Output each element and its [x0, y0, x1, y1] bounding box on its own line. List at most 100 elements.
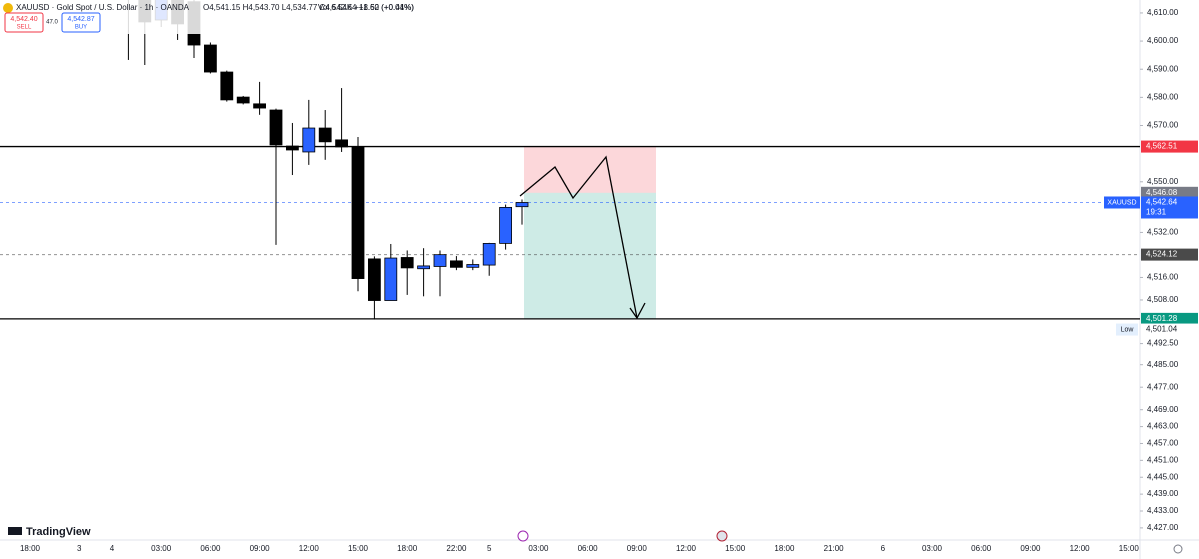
y-tick-label: 4,508.00 [1147, 295, 1179, 304]
x-tick-label: 03:00 [528, 544, 549, 553]
candle-body [285, 145, 299, 151]
price-label-bg [1141, 140, 1198, 153]
arrow-head [629, 302, 646, 320]
settings-icon[interactable] [1173, 544, 1183, 554]
x-tick-label: 21:00 [824, 544, 845, 553]
price-label-bg [1141, 312, 1198, 325]
low-tag-bg [1116, 323, 1138, 336]
candle-body [335, 139, 349, 148]
x-tick-label: 3 [77, 544, 82, 553]
symbol-tag-bg [1104, 196, 1140, 209]
x-tick-label: 18:00 [774, 544, 795, 553]
x-tick-label: 06:00 [578, 544, 599, 553]
x-tick-label: 5 [487, 544, 492, 553]
x-tick-label: 4 [110, 544, 115, 553]
price-label: 4,524.12 [1146, 250, 1178, 259]
us-flag-icon[interactable] [716, 530, 728, 542]
candle-body [433, 254, 447, 267]
volume: Vol 6.54K +18.52 (+0.41%) [318, 3, 414, 12]
symbol-title: XAUUSD · Gold Spot / U.S. Dollar · 1h · … [16, 3, 190, 12]
symbol-tag: XAUUSD [1107, 199, 1136, 206]
brand: TradingView [26, 526, 91, 538]
y-tick-label: 4,469.00 [1147, 405, 1179, 414]
candle-body [253, 103, 267, 109]
sell-button[interactable] [4, 12, 44, 33]
x-tick-label: 22:00 [446, 544, 467, 553]
candle-body [466, 264, 480, 268]
price-label: 4,562.51 [1146, 142, 1178, 151]
low-tag: Low [1121, 326, 1135, 333]
candle-body [236, 96, 250, 104]
sell-price[interactable]: 4,542.40 [10, 16, 37, 23]
symbol-icon [3, 3, 13, 13]
x-tick-label: 12:00 [299, 544, 320, 553]
y-tick-label: 4,427.00 [1147, 523, 1179, 532]
x-tick-label: 09:00 [250, 544, 271, 553]
price-label-bg [1141, 248, 1198, 261]
x-tick-label: 18:00 [397, 544, 418, 553]
price-label: 4,501.04 [1146, 325, 1178, 334]
y-tick-label: 4,570.00 [1147, 121, 1179, 130]
y-tick-label: 4,600.00 [1147, 36, 1179, 45]
x-tick-label: 6 [881, 544, 886, 553]
buy-button[interactable] [61, 12, 101, 33]
target-zone [524, 192, 656, 319]
y-tick-label: 4,516.00 [1147, 273, 1179, 282]
x-tick-label: 12:00 [1070, 544, 1091, 553]
stop-zone [524, 146, 656, 193]
candle-body [515, 202, 529, 208]
forecast-arrow [519, 155, 638, 319]
price-label: 4,542.64 [1146, 198, 1178, 207]
brand-logo [8, 527, 22, 535]
candle-body [367, 258, 381, 301]
y-tick-label: 4,445.00 [1147, 472, 1179, 481]
candle-body [449, 260, 463, 268]
sell-label[interactable]: SELL [17, 25, 32, 31]
x-tick-label: 03:00 [151, 544, 172, 553]
price-label: 4,546.08 [1146, 188, 1178, 197]
x-tick-label: 15:00 [1119, 544, 1140, 553]
price-label-bg [1141, 186, 1198, 199]
candle-body [499, 206, 513, 244]
x-tick-label: 18:00 [20, 544, 41, 553]
candle-body [269, 109, 283, 146]
price-label-bg [1141, 196, 1198, 219]
x-tick-label: 15:00 [725, 544, 746, 553]
x-tick-label: 12:00 [676, 544, 697, 553]
y-tick-label: 4,463.00 [1147, 422, 1179, 431]
spread: 47.0 [46, 20, 58, 26]
candle-body [220, 71, 234, 101]
y-tick-label: 4,451.00 [1147, 455, 1179, 464]
buy-label[interactable]: BUY [75, 25, 87, 31]
candle-body [318, 127, 332, 143]
x-tick-label: 09:00 [627, 544, 648, 553]
y-tick-label: 4,477.00 [1147, 382, 1179, 391]
candle-body [384, 257, 398, 301]
y-tick-label: 4,485.00 [1147, 360, 1179, 369]
ohlc-values: O4,541.15 H4,543.70 L4,534.77 C4,542.64 … [203, 3, 414, 12]
y-tick-label: 4,532.00 [1147, 228, 1179, 237]
candle-body [351, 146, 365, 279]
x-tick-label: 06:00 [971, 544, 992, 553]
y-tick-label: 4,580.00 [1147, 92, 1179, 101]
x-tick-label: 03:00 [922, 544, 943, 553]
candle-body [400, 257, 414, 269]
price-label: 4,501.28 [1146, 314, 1178, 323]
x-tick-label: 09:00 [1020, 544, 1041, 553]
y-tick-label: 4,492.50 [1147, 339, 1179, 348]
y-tick-label: 4,457.00 [1147, 439, 1179, 448]
y-tick-label: 4,439.00 [1147, 489, 1179, 498]
x-tick-label: 06:00 [200, 544, 221, 553]
buy-price[interactable]: 4,542.87 [67, 16, 94, 23]
countdown: 19:31 [1146, 208, 1167, 217]
y-tick-label: 4,433.00 [1147, 506, 1179, 515]
candle-body [302, 127, 316, 153]
y-tick-label: 4,610.00 [1147, 8, 1179, 17]
candle-body [203, 44, 217, 73]
event-icon[interactable] [517, 530, 529, 542]
candle-body [417, 265, 431, 270]
candle-body [482, 243, 496, 266]
x-tick-label: 15:00 [348, 544, 369, 553]
